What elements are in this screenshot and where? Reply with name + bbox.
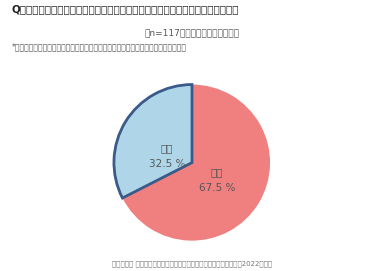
Text: 積水ハウス 住生活研究所「自宅におけるアウトドアに関する調査（2022年）」: 積水ハウス 住生活研究所「自宅におけるアウトドアに関する調査（2022年）」 bbox=[112, 260, 272, 267]
Text: 32.5 %: 32.5 % bbox=[149, 159, 185, 169]
Wedge shape bbox=[114, 85, 192, 198]
Text: ない: ない bbox=[161, 144, 173, 154]
Text: Qあなたは、ご家族でキャンプ場やバーベキュー場に行ったことがありますか？: Qあなたは、ご家族でキャンプ場やバーベキュー場に行ったことがありますか？ bbox=[12, 4, 239, 14]
Wedge shape bbox=[122, 85, 270, 241]
Text: 67.5 %: 67.5 % bbox=[199, 183, 235, 193]
Text: *キャンプ：バーベキュー、キャンプ、グランピングといった自然環境での活動全般: *キャンプ：バーベキュー、キャンプ、グランピングといった自然環境での活動全般 bbox=[12, 42, 187, 51]
Text: （n=117）おうちキャンプ経験者: （n=117）おうちキャンプ経験者 bbox=[144, 28, 240, 37]
Text: ある: ある bbox=[211, 167, 223, 177]
